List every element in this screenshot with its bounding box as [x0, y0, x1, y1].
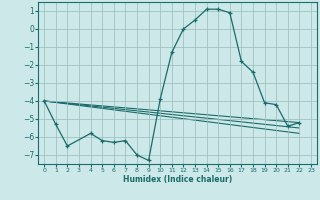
- X-axis label: Humidex (Indice chaleur): Humidex (Indice chaleur): [123, 175, 232, 184]
